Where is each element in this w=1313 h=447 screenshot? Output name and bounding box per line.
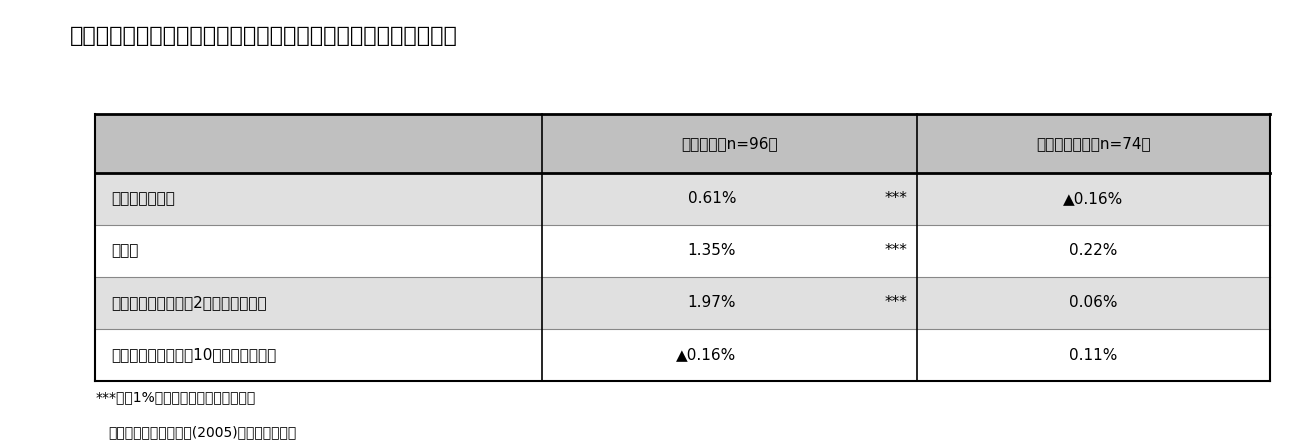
Text: 公募普通社債（n=74）: 公募普通社債（n=74） bbox=[1036, 136, 1152, 151]
Text: 0.06%: 0.06% bbox=[1069, 295, 1117, 311]
Text: 公表の前営業日から2営業日（累計）: 公表の前営業日から2営業日（累計） bbox=[112, 295, 267, 311]
Text: 公表の琉営業日から10営業日（累計）: 公表の琉営業日から10営業日（累計） bbox=[112, 348, 277, 363]
Text: ▲0.16%: ▲0.16% bbox=[676, 348, 737, 363]
Text: 公表の前営業日: 公表の前営業日 bbox=[112, 191, 175, 206]
Text: 》図表２「　日本市場における銀行借り入れ公表後に株価の反応: 》図表２「 日本市場における銀行借り入れ公表後に株価の反応 bbox=[70, 26, 457, 46]
Text: ***: *** bbox=[884, 295, 907, 311]
Text: 1.97%: 1.97% bbox=[688, 295, 737, 311]
Text: 銀行借入（n=96）: 銀行借入（n=96） bbox=[681, 136, 777, 151]
Text: ***: *** bbox=[884, 191, 907, 206]
Text: 1.35%: 1.35% bbox=[688, 243, 737, 258]
Text: ***　、1%水準で統計的に有意である: *** 、1%水準で統計的に有意である bbox=[96, 390, 256, 404]
Text: ▲0.16%: ▲0.16% bbox=[1064, 191, 1124, 206]
Text: 公表日: 公表日 bbox=[112, 243, 139, 258]
Text: 0.11%: 0.11% bbox=[1069, 348, 1117, 363]
Text: （資料）　金子と渡邉(2005)より抜粹・加工: （資料） 金子と渡邉(2005)より抜粹・加工 bbox=[109, 425, 297, 439]
Text: ***: *** bbox=[884, 243, 907, 258]
Text: 0.22%: 0.22% bbox=[1069, 243, 1117, 258]
Text: 0.61%: 0.61% bbox=[688, 191, 737, 206]
